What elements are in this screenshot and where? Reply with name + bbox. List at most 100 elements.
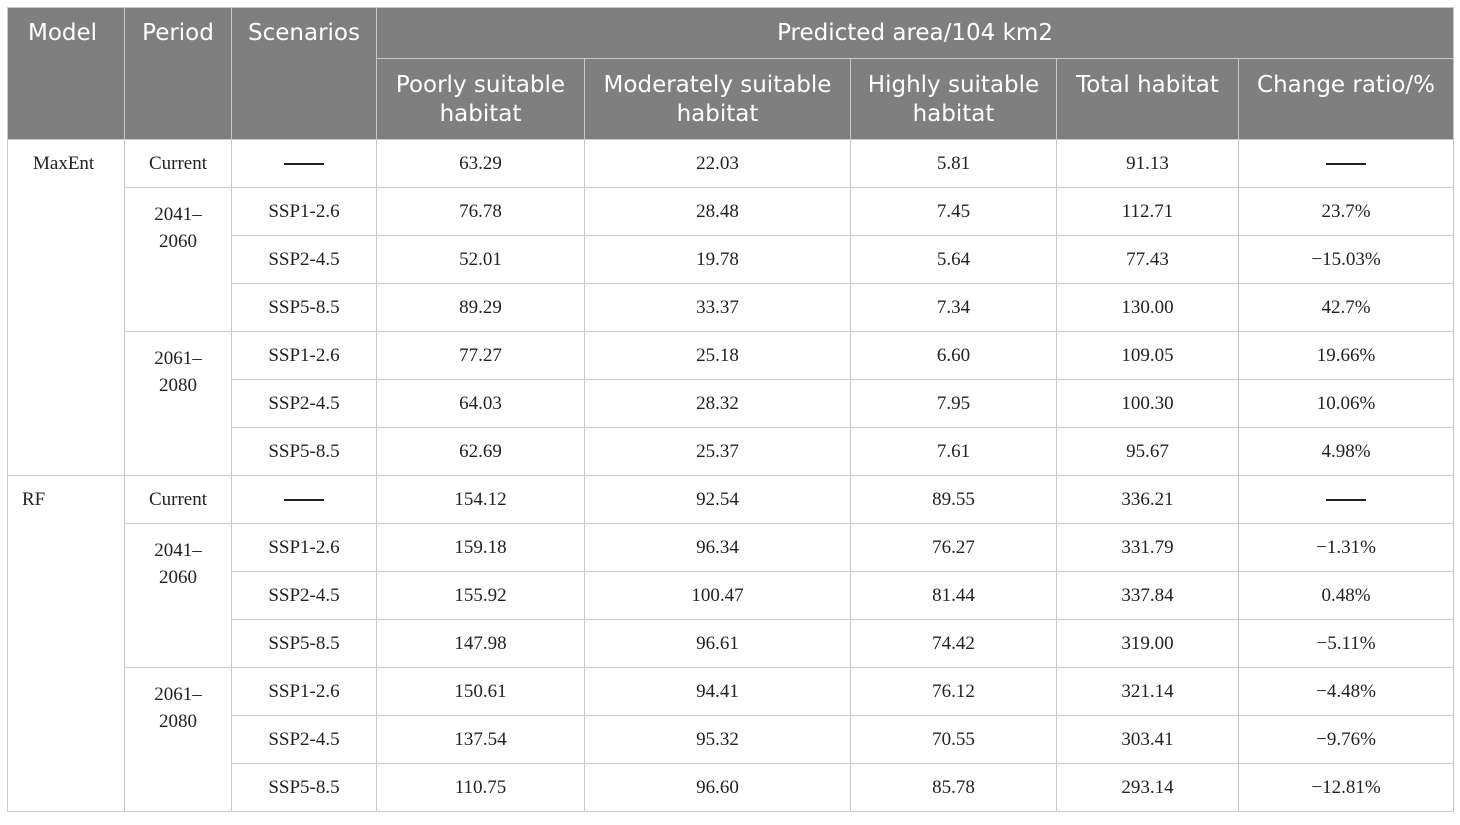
total-cell: 319.00 (1056, 619, 1239, 668)
total-cell: 303.41 (1056, 715, 1239, 764)
period-end: 2080 (159, 711, 197, 732)
change-cell: −9.76% (1237, 715, 1455, 764)
highly-cell: 6.60 (850, 331, 1057, 380)
change-cell: −1.31% (1237, 523, 1455, 572)
scenario-cell: SSP2-4.5 (231, 235, 377, 284)
scenario-cell: SSP2-4.5 (231, 379, 377, 428)
table-row: SSP5-8.5 147.98 96.61 74.42 319.00 −5.11… (8, 619, 1455, 668)
poorly-cell: 63.29 (376, 139, 585, 188)
scenario-cell: SSP1-2.6 (231, 331, 377, 380)
table-row: 2061– 2080 SSP1-2.6 150.61 94.41 76.12 32… (8, 667, 1455, 812)
scenario-cell: SSP2-4.5 (231, 715, 377, 764)
total-cell: 337.84 (1056, 571, 1239, 620)
moderately-cell: 33.37 (584, 283, 851, 332)
period-end: 2060 (159, 567, 197, 588)
period-start: 2061– (154, 684, 202, 705)
scenario-cell (231, 475, 377, 524)
highly-cell: 89.55 (850, 475, 1057, 524)
period-start: 2041– (154, 204, 202, 225)
change-cell: −15.03% (1237, 235, 1455, 284)
scenario-cell: SSP5-8.5 (231, 427, 377, 476)
poorly-cell: 52.01 (376, 235, 585, 284)
header-change: Change ratio/% (1237, 58, 1455, 140)
total-cell: 77.43 (1056, 235, 1239, 284)
dash-mark (1326, 499, 1367, 502)
moderately-cell: 96.60 (584, 763, 851, 812)
highly-cell: 5.64 (850, 235, 1057, 284)
header-model: Model (7, 7, 125, 140)
poorly-cell: 159.18 (376, 523, 585, 572)
poorly-cell: 77.27 (376, 331, 585, 380)
poorly-cell: 89.29 (376, 283, 585, 332)
period-cell: 2041– 2060 (124, 187, 232, 332)
poorly-cell: 64.03 (376, 379, 585, 428)
table-body: MaxEnt Current 63.29 22.03 5.81 91.13 20… (7, 139, 1455, 812)
highly-cell: 7.45 (850, 187, 1057, 236)
moderately-cell: 96.34 (584, 523, 851, 572)
table-header: Model Period Scenarios Predicted area/10… (7, 7, 1455, 140)
moderately-cell: 92.54 (584, 475, 851, 524)
table-row: SSP2-4.5 64.03 28.32 7.95 100.30 10.06% (8, 379, 1455, 428)
poorly-cell: 147.98 (376, 619, 585, 668)
change-cell: 4.98% (1237, 427, 1455, 476)
habitat-table-container: Model Period Scenarios Predicted area/10… (7, 7, 1455, 812)
moderately-cell: 25.37 (584, 427, 851, 476)
table-row: SSP2-4.5 52.01 19.78 5.64 77.43 −15.03% (8, 235, 1455, 284)
header-moderately: Moderately suitable habitat (584, 58, 851, 140)
table-row: SSP2-4.5 137.54 95.32 70.55 303.41 −9.76… (8, 715, 1455, 764)
highly-cell: 76.12 (850, 667, 1057, 716)
scenario-cell: SSP5-8.5 (231, 283, 377, 332)
period-cell: 2061– 2080 (124, 331, 232, 476)
moderately-cell: 19.78 (584, 235, 851, 284)
change-cell: 10.06% (1237, 379, 1455, 428)
scenario-cell: SSP1-2.6 (231, 187, 377, 236)
period-end: 2060 (159, 231, 197, 252)
highly-cell: 7.61 (850, 427, 1057, 476)
period-cell: Current (124, 139, 232, 188)
scenario-cell: SSP5-8.5 (231, 763, 377, 812)
highly-cell: 7.34 (850, 283, 1057, 332)
total-cell: 100.30 (1056, 379, 1239, 428)
header-scenarios: Scenarios (231, 7, 377, 140)
scenario-cell (231, 139, 377, 188)
change-cell: 23.7% (1237, 187, 1455, 236)
header-highly: Highly suitable habitat (850, 58, 1057, 140)
total-cell: 293.14 (1056, 763, 1239, 812)
dash-mark (1326, 163, 1367, 166)
table-row: 2041– 2060 SSP1-2.6 76.78 28.48 7.45 112.… (8, 187, 1455, 332)
table-row: MaxEnt Current 63.29 22.03 5.81 91.13 (7, 139, 1455, 476)
scenario-cell: SSP1-2.6 (231, 667, 377, 716)
moderately-cell: 95.32 (584, 715, 851, 764)
table-row: SSP5-8.5 89.29 33.37 7.34 130.00 42.7% (8, 283, 1455, 332)
period-cell: 2061– 2080 (124, 667, 232, 812)
header-predicted-area: Predicted area/104 km2 (375, 7, 1455, 59)
change-cell: −12.81% (1237, 763, 1455, 812)
header-total: Total habitat (1056, 58, 1239, 140)
moderately-cell: 28.48 (584, 187, 851, 236)
highly-cell: 76.27 (850, 523, 1057, 572)
period-end: 2080 (159, 375, 197, 396)
period-start: 2061– (154, 348, 202, 369)
header-period: Period (124, 7, 232, 140)
change-cell (1237, 139, 1455, 188)
total-cell: 331.79 (1056, 523, 1239, 572)
change-cell: 42.7% (1237, 283, 1455, 332)
period-cell: Current (124, 475, 232, 524)
total-cell: 112.71 (1056, 187, 1239, 236)
scenario-cell: SSP1-2.6 (231, 523, 377, 572)
period-start: 2041– (154, 540, 202, 561)
period-cell: 2041– 2060 (124, 523, 232, 668)
poorly-cell: 137.54 (376, 715, 585, 764)
table-row: 2041– 2060 SSP1-2.6 159.18 96.34 76.27 33… (8, 523, 1455, 668)
habitat-area-table: Model Period Scenarios Predicted area/10… (7, 7, 1455, 812)
table-row: SSP5-8.5 62.69 25.37 7.61 95.67 4.98% (8, 427, 1455, 476)
highly-cell: 5.81 (850, 139, 1057, 188)
scenario-cell: SSP2-4.5 (231, 571, 377, 620)
highly-cell: 81.44 (850, 571, 1057, 620)
highly-cell: 70.55 (850, 715, 1057, 764)
table-row: SSP2-4.5 155.92 100.47 81.44 337.84 0.48… (8, 571, 1455, 620)
model-cell: MaxEnt (7, 139, 125, 476)
change-cell: −4.48% (1237, 667, 1455, 716)
total-cell: 130.00 (1056, 283, 1239, 332)
table-row: SSP5-8.5 110.75 96.60 85.78 293.14 −12.8… (8, 763, 1455, 812)
